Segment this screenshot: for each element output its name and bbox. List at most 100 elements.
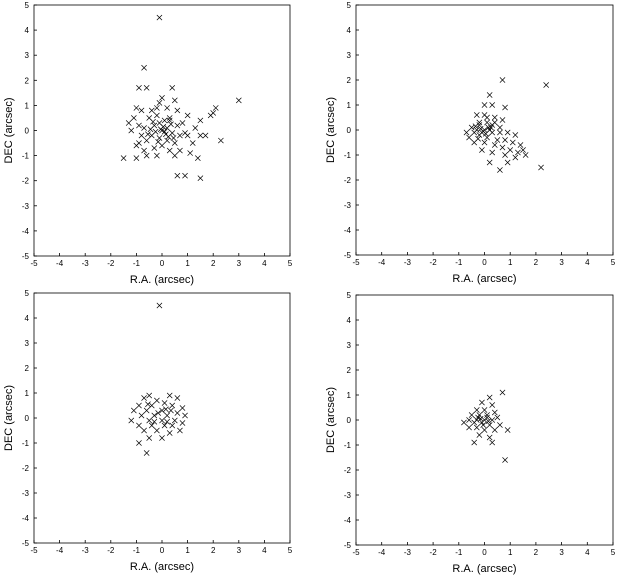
x-tick-label: 5	[288, 259, 293, 268]
data-point	[485, 418, 492, 425]
data-point	[197, 117, 204, 124]
y-tick-label: -5	[344, 541, 352, 550]
data-point	[146, 417, 153, 424]
data-point	[480, 422, 487, 428]
data-point	[489, 417, 496, 423]
data-point	[164, 418, 170, 425]
data-point	[499, 389, 506, 396]
x-tick-label: -3	[404, 548, 412, 557]
y-tick-label: 0	[347, 126, 352, 135]
x-tick-label: -2	[107, 259, 115, 268]
x-tick-label: 2	[534, 548, 539, 557]
x-tick-label: -1	[133, 546, 141, 555]
data-point	[159, 435, 165, 441]
data-point	[138, 132, 145, 139]
data-point	[166, 147, 173, 154]
y-tick-label: 1	[347, 101, 352, 110]
y-tick-label: -2	[344, 176, 352, 185]
y-tick-label: -4	[22, 514, 30, 523]
x-tick-label: 3	[237, 259, 242, 268]
data-point	[148, 422, 155, 429]
y-tick-label: 4	[25, 314, 30, 323]
x-tick-label: 2	[211, 259, 216, 268]
data-point	[473, 424, 480, 431]
data-point	[155, 410, 162, 416]
data-point	[494, 137, 501, 143]
x-tick-label: -2	[430, 548, 438, 557]
y-tick-label: 3	[347, 341, 352, 350]
data-point	[143, 450, 150, 456]
data-point	[491, 119, 498, 126]
data-point	[168, 121, 174, 128]
x-tick-label: 5	[611, 258, 616, 267]
y-tick-label: -4	[344, 226, 352, 235]
data-point	[138, 107, 145, 114]
data-point	[169, 84, 176, 91]
data-point	[166, 392, 173, 399]
data-point	[166, 430, 173, 436]
data-point	[171, 97, 178, 104]
y-tick-label: 2	[347, 366, 352, 375]
y-tick-label: 4	[347, 316, 352, 325]
x-tick-label: -1	[455, 258, 463, 267]
data-point	[212, 105, 219, 111]
data-point	[182, 130, 188, 136]
data-point	[509, 139, 516, 146]
y-tick-label: 2	[347, 76, 352, 85]
data-point	[471, 129, 478, 136]
x-tick-label: 2	[211, 546, 216, 555]
data-point	[177, 147, 183, 154]
data-point	[476, 122, 483, 128]
data-point	[143, 407, 150, 414]
data-point	[161, 400, 168, 406]
y-tick-label: -3	[22, 202, 30, 211]
data-point	[161, 422, 168, 429]
data-point	[512, 154, 519, 161]
data-point	[515, 149, 521, 156]
x-tick-label: 1	[185, 259, 190, 268]
data-point	[486, 434, 493, 441]
data-point	[484, 119, 490, 126]
data-point	[179, 405, 186, 411]
data-point	[145, 401, 151, 408]
data-point	[471, 419, 478, 426]
data-point	[481, 427, 488, 433]
x-tick-label: -5	[352, 548, 360, 557]
data-point	[461, 419, 467, 426]
data-point	[159, 95, 165, 101]
data-point	[189, 140, 196, 146]
y-axis-label: DEC (arcsec)	[3, 97, 15, 163]
data-point	[480, 128, 487, 135]
y-tick-label: 1	[347, 391, 352, 400]
data-point	[151, 418, 158, 425]
x-tick-label: 5	[288, 546, 293, 555]
data-point	[499, 117, 506, 123]
x-tick-label: 0	[160, 546, 165, 555]
data-point	[486, 92, 493, 98]
data-point	[489, 129, 496, 136]
data-point	[166, 117, 173, 124]
data-point	[161, 128, 168, 135]
y-tick-label: 0	[25, 127, 30, 136]
data-point	[171, 140, 178, 146]
data-point	[182, 172, 188, 179]
x-tick-label: 1	[508, 258, 513, 267]
data-point	[151, 145, 158, 151]
x-tick-label: 4	[585, 548, 590, 557]
data-point	[497, 422, 503, 428]
data-point	[155, 138, 162, 145]
x-tick-label: -4	[378, 258, 386, 267]
x-tick-label: -1	[455, 548, 463, 557]
y-tick-label: -3	[22, 489, 30, 498]
data-point	[151, 412, 158, 419]
data-point	[522, 152, 529, 158]
x-tick-label: 4	[585, 258, 590, 267]
y-tick-label: -1	[344, 441, 352, 450]
data-point	[512, 132, 519, 138]
data-point	[504, 129, 511, 136]
data-point	[159, 407, 165, 414]
y-tick-label: 5	[347, 291, 352, 300]
x-tick-label: 4	[262, 259, 267, 268]
data-point	[538, 164, 544, 171]
y-tick-label: 5	[25, 1, 30, 10]
